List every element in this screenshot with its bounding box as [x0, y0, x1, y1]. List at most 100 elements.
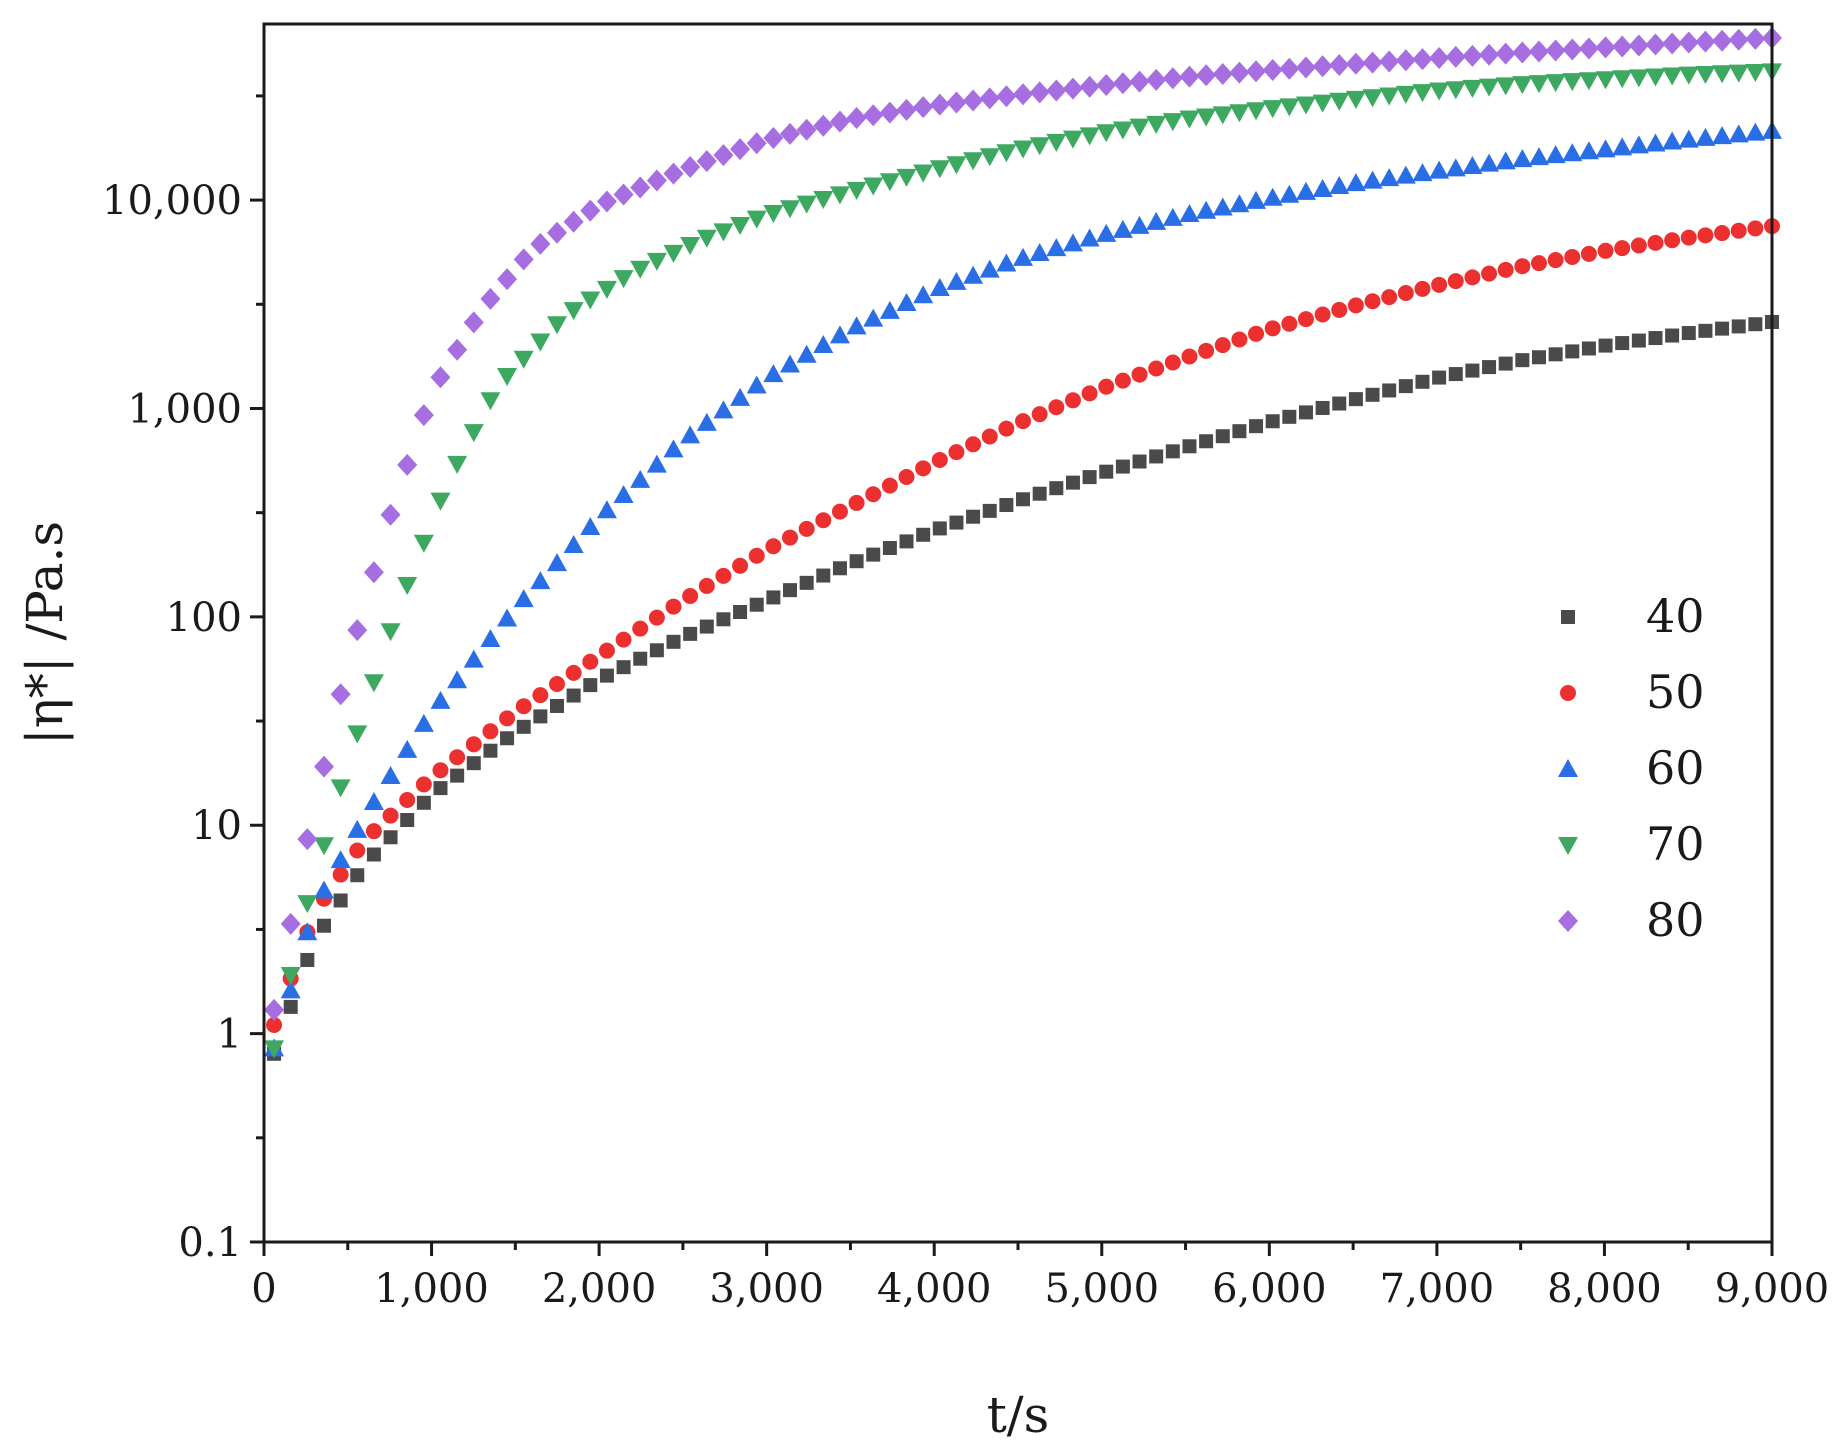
data-point-80: [1362, 51, 1383, 74]
y-tick-label: 0.1: [178, 1220, 242, 1266]
data-point-80: [1013, 83, 1034, 106]
series-70: [264, 63, 1782, 1059]
data-point-80: [1495, 42, 1516, 65]
data-point-70: [1112, 121, 1133, 140]
data-point-70: [663, 244, 684, 263]
data-point-50: [1630, 237, 1647, 254]
data-point-40: [1498, 356, 1513, 371]
data-point-40: [400, 813, 415, 828]
data-point-60: [1612, 137, 1633, 156]
data-point-60: [646, 454, 667, 473]
data-point-40: [1082, 470, 1097, 485]
data-point-40: [1365, 387, 1380, 402]
data-point-80: [813, 114, 834, 137]
y-axis-title: |η*| /Pa.s: [16, 521, 74, 745]
data-point-70: [1379, 87, 1400, 106]
data-point-70: [1312, 94, 1333, 113]
data-point-60: [330, 850, 351, 869]
data-point-80: [896, 98, 917, 121]
data-point-40: [1598, 338, 1613, 353]
data-point-60: [413, 713, 434, 732]
data-point-50: [1148, 360, 1165, 377]
data-point-40: [1215, 429, 1230, 444]
data-point-40: [982, 503, 997, 518]
data-point-60: [1479, 153, 1500, 172]
data-point-40: [533, 709, 548, 724]
data-point-80: [1678, 31, 1699, 54]
data-point-70: [596, 280, 617, 299]
data-point-70: [1295, 96, 1316, 115]
data-point-50: [981, 428, 998, 445]
data-point-40: [1232, 424, 1247, 439]
data-point-70: [1562, 73, 1583, 92]
data-point-40: [1715, 321, 1730, 336]
data-point-40: [1731, 319, 1746, 334]
data-point-80: [613, 183, 634, 206]
data-point-80: [596, 190, 617, 213]
data-point-60: [763, 364, 784, 383]
data-point-60: [1595, 139, 1616, 158]
data-point-50: [1164, 354, 1181, 371]
legend-label-50: 50: [1646, 665, 1705, 719]
data-point-50: [415, 776, 432, 793]
data-point-60: [1146, 211, 1167, 230]
data-point-60: [1129, 215, 1150, 234]
x-tick-label: 0: [251, 1266, 276, 1312]
data-point-70: [1362, 89, 1383, 108]
data-point-40: [1531, 350, 1546, 365]
data-point-80: [1046, 79, 1067, 102]
data-point-70: [780, 200, 801, 219]
legend: 40 50 60 70 80: [1558, 589, 1705, 947]
data-point-40: [566, 688, 581, 703]
data-point-80: [1029, 81, 1050, 104]
data-point-50: [1464, 269, 1481, 286]
data-point-70: [1262, 100, 1283, 119]
data-point-70: [813, 191, 834, 210]
data-point-70: [979, 148, 1000, 167]
data-point-60: [863, 308, 884, 327]
data-point-60: [1412, 163, 1433, 182]
data-point-40: [866, 547, 881, 562]
data-point-50: [1248, 325, 1265, 342]
data-point-70: [696, 229, 717, 248]
data-point-60: [1362, 170, 1383, 189]
data-point-80: [863, 104, 884, 127]
data-point-40: [766, 590, 781, 605]
data-point-40: [683, 626, 698, 641]
data-point-70: [1512, 76, 1533, 95]
data-point-50: [1331, 301, 1348, 318]
data-point-60: [596, 500, 617, 519]
data-point-50: [948, 444, 965, 461]
data-point-50: [1098, 378, 1115, 395]
data-point-50: [1015, 413, 1032, 430]
data-point-50: [1680, 229, 1697, 246]
data-point-70: [1079, 127, 1100, 146]
data-point-80: [879, 101, 900, 124]
y-tick-label: 1,000: [127, 386, 242, 432]
data-point-80: [1462, 44, 1483, 67]
y-tick-label: 10: [191, 803, 242, 849]
data-point-70: [563, 302, 584, 321]
data-point-60: [846, 316, 867, 335]
data-point-80: [1162, 67, 1183, 90]
data-point-50: [1597, 242, 1614, 259]
data-point-60: [1096, 223, 1117, 242]
data-point-80: [313, 755, 334, 778]
data-point-60: [1662, 131, 1683, 150]
data-point-40: [1448, 367, 1463, 382]
data-point-60: [530, 571, 551, 590]
data-point-40: [882, 541, 897, 556]
legend-marker-60: [1558, 759, 1578, 777]
data-point-60: [313, 880, 334, 899]
data-point-40: [1315, 400, 1330, 415]
data-point-60: [1312, 178, 1333, 197]
data-point-50: [582, 653, 599, 670]
data-point-50: [1281, 315, 1298, 332]
data-point-60: [1728, 124, 1749, 143]
data-point-70: [829, 186, 850, 205]
data-point-50: [1214, 337, 1231, 354]
data-point-50: [515, 698, 532, 715]
data-point-40: [1482, 360, 1497, 375]
data-point-40: [716, 612, 731, 627]
